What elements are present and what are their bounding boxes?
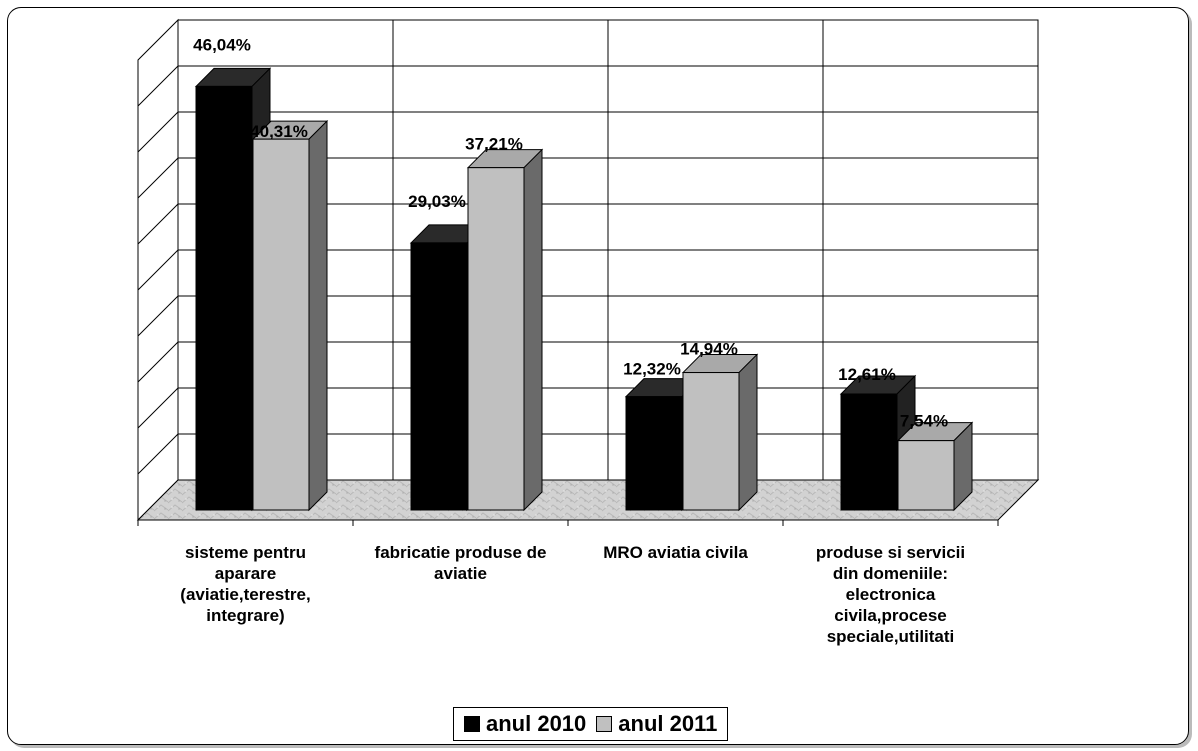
chart-frame bbox=[7, 7, 1189, 745]
bar-front-face bbox=[410, 242, 468, 511]
bar-front-face bbox=[195, 85, 253, 511]
bar-front-face bbox=[682, 372, 740, 511]
bar-front-face bbox=[252, 138, 310, 511]
side-gridline bbox=[137, 433, 179, 475]
data-label-2010-cat-2: 29,03% bbox=[408, 192, 466, 211]
side-gridline bbox=[137, 203, 179, 245]
bar-2011-cat-1 bbox=[251, 119, 329, 512]
data-label-2010-cat-3: 12,32% bbox=[623, 360, 681, 379]
legend-item-2011: anul 2011 bbox=[596, 711, 717, 737]
side-gridline bbox=[137, 341, 179, 383]
bar-side-face bbox=[523, 148, 543, 512]
side-gridline bbox=[137, 157, 179, 199]
side-gridline bbox=[137, 249, 179, 291]
data-label-2011-cat-1: 40,31% bbox=[250, 122, 308, 141]
side-gridline bbox=[137, 387, 179, 429]
legend-swatch-2011 bbox=[596, 716, 613, 732]
bar-front-face bbox=[840, 393, 898, 511]
data-label-2010-cat-1: 46,04% bbox=[193, 35, 251, 54]
data-label-2011-cat-3: 14,94% bbox=[680, 340, 738, 359]
side-gridline bbox=[137, 295, 179, 337]
data-label-2011-cat-4: 7,54% bbox=[900, 412, 948, 431]
bar-front-face bbox=[625, 396, 683, 511]
bar-2011-cat-2 bbox=[466, 148, 544, 512]
category-label-2: fabricatie produse de aviatie bbox=[374, 543, 547, 583]
bar-2011-cat-4 bbox=[896, 421, 974, 512]
legend-label-2011: anul 2011 bbox=[618, 711, 718, 736]
bar-2011-cat-3 bbox=[681, 353, 759, 512]
category-label-3: MRO aviatia civila bbox=[603, 543, 748, 562]
data-label-2011-cat-2: 37,21% bbox=[465, 135, 523, 154]
bar-front-face bbox=[897, 440, 955, 511]
category-label-4: produse si servicii din domeniile: elect… bbox=[815, 543, 966, 646]
bar-side-face bbox=[308, 119, 328, 512]
category-label-1: sisteme pentru aparare (aviatie,terestre… bbox=[180, 543, 311, 625]
side-gridline bbox=[137, 65, 179, 107]
bar-front-face bbox=[467, 167, 525, 511]
side-gridline bbox=[137, 111, 179, 153]
bar-side-face bbox=[738, 353, 758, 512]
data-label-2010-cat-4: 12,61% bbox=[838, 365, 896, 384]
legend-swatch-2010 bbox=[464, 716, 480, 732]
legend-label-2010: anul 2010 bbox=[486, 711, 587, 736]
legend-item-2010: anul 2010 bbox=[464, 711, 586, 737]
legend: anul 2010 anul 2011 bbox=[453, 707, 729, 741]
